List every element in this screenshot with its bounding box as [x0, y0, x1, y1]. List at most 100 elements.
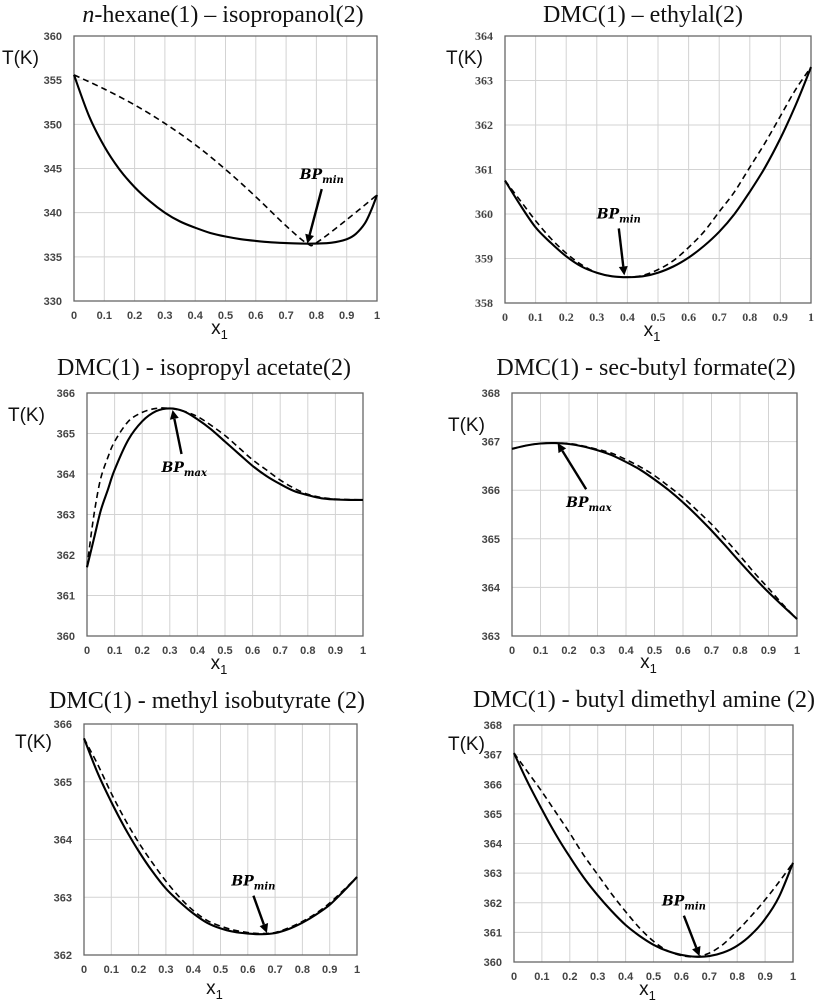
annotation-label: BPmin [299, 167, 344, 186]
x-tick-label: 1 [374, 310, 380, 322]
y-tick-label: 362 [54, 950, 72, 962]
x-tick-label: 0.2 [131, 964, 146, 976]
x-tick-label: 1 [354, 964, 360, 976]
annotation-main: BP [596, 206, 620, 222]
y-axis-label: T(K) [15, 732, 52, 753]
y-tick-label: 360 [44, 31, 62, 43]
x-tick-label: 0.6 [245, 645, 260, 657]
x-tick-label: 0.8 [300, 645, 315, 657]
y-tick-label: 367 [482, 437, 500, 449]
x-tick-label: 0.2 [559, 310, 574, 324]
y-tick-label: 365 [57, 429, 75, 441]
liquid-curve-solid [513, 752, 794, 958]
x-tick-label: 0.1 [534, 971, 549, 983]
annotation-main: BP [565, 495, 589, 511]
annotation-label: BPmin [230, 874, 275, 893]
annotation-main: BP [161, 460, 185, 476]
y-tick-label: 363 [475, 74, 493, 88]
x-tick-label: 0.6 [248, 310, 263, 322]
x-tick-label: 0.5 [647, 645, 662, 657]
y-tick-label: 367 [484, 750, 502, 762]
liquid-curve-solid [73, 74, 378, 245]
y-tick-label: 362 [475, 118, 493, 132]
chart-panel-2: DMC(1) – ethylal(2) 0 0.1 0.2 0.3 0.4 0.5 0.6 0.… [446, 2, 814, 344]
y-tick-label: 362 [484, 898, 502, 910]
vapor-curve-dashed [86, 407, 364, 568]
y-tick-label: 330 [44, 296, 62, 308]
chart-panel-3: DMC(1) - isopropyl acetate(2) 0 0.1 0.2 0.3 0… [8, 355, 366, 677]
vapor-curve-dashed [83, 738, 358, 935]
x-tick-label: 0.5 [646, 971, 661, 983]
arrow-head-icon [618, 265, 628, 276]
x-tick-label: 0.7 [704, 645, 719, 657]
annotation-main: BP [299, 167, 323, 183]
y-tick-label: 365 [484, 809, 502, 821]
chart-title: DMC(1) - isopropyl acetate(2) [57, 355, 351, 381]
x-tick-label: 0.9 [761, 645, 776, 657]
y-tick-label: 361 [484, 927, 502, 939]
annotation-subscript: min [254, 882, 276, 893]
x-tick-label: 0.1 [533, 645, 548, 657]
x-tick-label: 0.3 [590, 645, 605, 657]
x-tick-label: 0 [71, 310, 77, 322]
x-tick-label: 0.8 [742, 310, 757, 324]
x-tick-label: 0 [509, 645, 515, 657]
annotation-label: BPmax [161, 460, 208, 479]
arrow-head-icon [692, 946, 701, 957]
plot-area-frame [86, 392, 364, 637]
x-tick-label: 0.5 [213, 964, 228, 976]
y-tick-label: 365 [54, 777, 72, 789]
chart-panel-4: DMC(1) - sec-butyl formate(2) 0 0.1 0.2 0.3 0… [448, 355, 800, 676]
plot-area-frame [73, 35, 378, 302]
x-tick-label: 0.6 [675, 645, 690, 657]
x-tick-label: 0.3 [158, 964, 173, 976]
x-tick-label: 0.4 [188, 310, 204, 322]
x-axis-label: x1 [640, 652, 657, 676]
chart-panel-1: n-hexane(1) – isopropanol(2) 0 0.1 0.2 0.3 0.… [2, 2, 380, 342]
arrow-head-icon [305, 233, 314, 244]
y-tick-label: 364 [482, 582, 501, 594]
chart-title-rest: -hexane(1) – isopropanol(2) [94, 2, 363, 28]
x-axis-label: x1 [639, 979, 656, 1000]
annotation-main: BP [661, 894, 685, 910]
y-tick-label: 366 [57, 388, 75, 400]
x-tick-label: 0.7 [702, 971, 717, 983]
x-tick-label: 0.4 [618, 971, 634, 983]
y-tick-label: 364 [54, 835, 73, 847]
annotation-main: BP [230, 874, 254, 890]
x-tick-label: 0.3 [157, 310, 172, 322]
y-tick-label: 364 [484, 839, 503, 851]
y-tick-label: 361 [475, 163, 493, 177]
chart-panel-5: DMC(1) - methyl isobutyrate (2) 0 0.1 0.2 0.… [15, 688, 365, 1000]
x-tick-label: 0.1 [104, 964, 119, 976]
x-axis-label-main: x [644, 320, 654, 341]
y-axis-label: T(K) [2, 48, 39, 69]
x-tick-label: 0.9 [322, 964, 337, 976]
x-tick-label: 0.3 [590, 971, 605, 983]
x-tick-label: 0.7 [278, 310, 293, 322]
y-tick-label: 364 [57, 469, 76, 481]
x-axis-label-subscript: 1 [220, 662, 227, 677]
chart-title: DMC(1) - butyl dimethyl amine (2) [473, 687, 815, 713]
x-tick-label: 0.9 [773, 310, 788, 324]
plot-area-frame [511, 392, 798, 637]
liquid-curve-solid [85, 407, 364, 568]
x-tick-label: 0 [502, 310, 508, 324]
y-axis-label: T(K) [448, 734, 485, 755]
x-tick-label: 0 [84, 645, 90, 657]
x-tick-label: 0.5 [218, 310, 233, 322]
x-tick-label: 0.4 [190, 645, 206, 657]
y-tick-label: 360 [484, 957, 502, 969]
y-tick-label: 355 [44, 75, 62, 87]
y-tick-label: 360 [475, 207, 493, 221]
x-tick-label: 0.6 [674, 971, 689, 983]
y-tick-label: 364 [475, 29, 493, 43]
x-tick-label: 0.5 [217, 645, 232, 657]
x-tick-label: 0.2 [127, 310, 142, 322]
annotation-arrow [682, 915, 698, 949]
vapor-curve-dashed [73, 74, 378, 247]
chart-title: DMC(1) – ethylal(2) [543, 2, 743, 28]
arrow-head-icon [557, 443, 567, 454]
x-tick-label: 0.6 [240, 964, 255, 976]
